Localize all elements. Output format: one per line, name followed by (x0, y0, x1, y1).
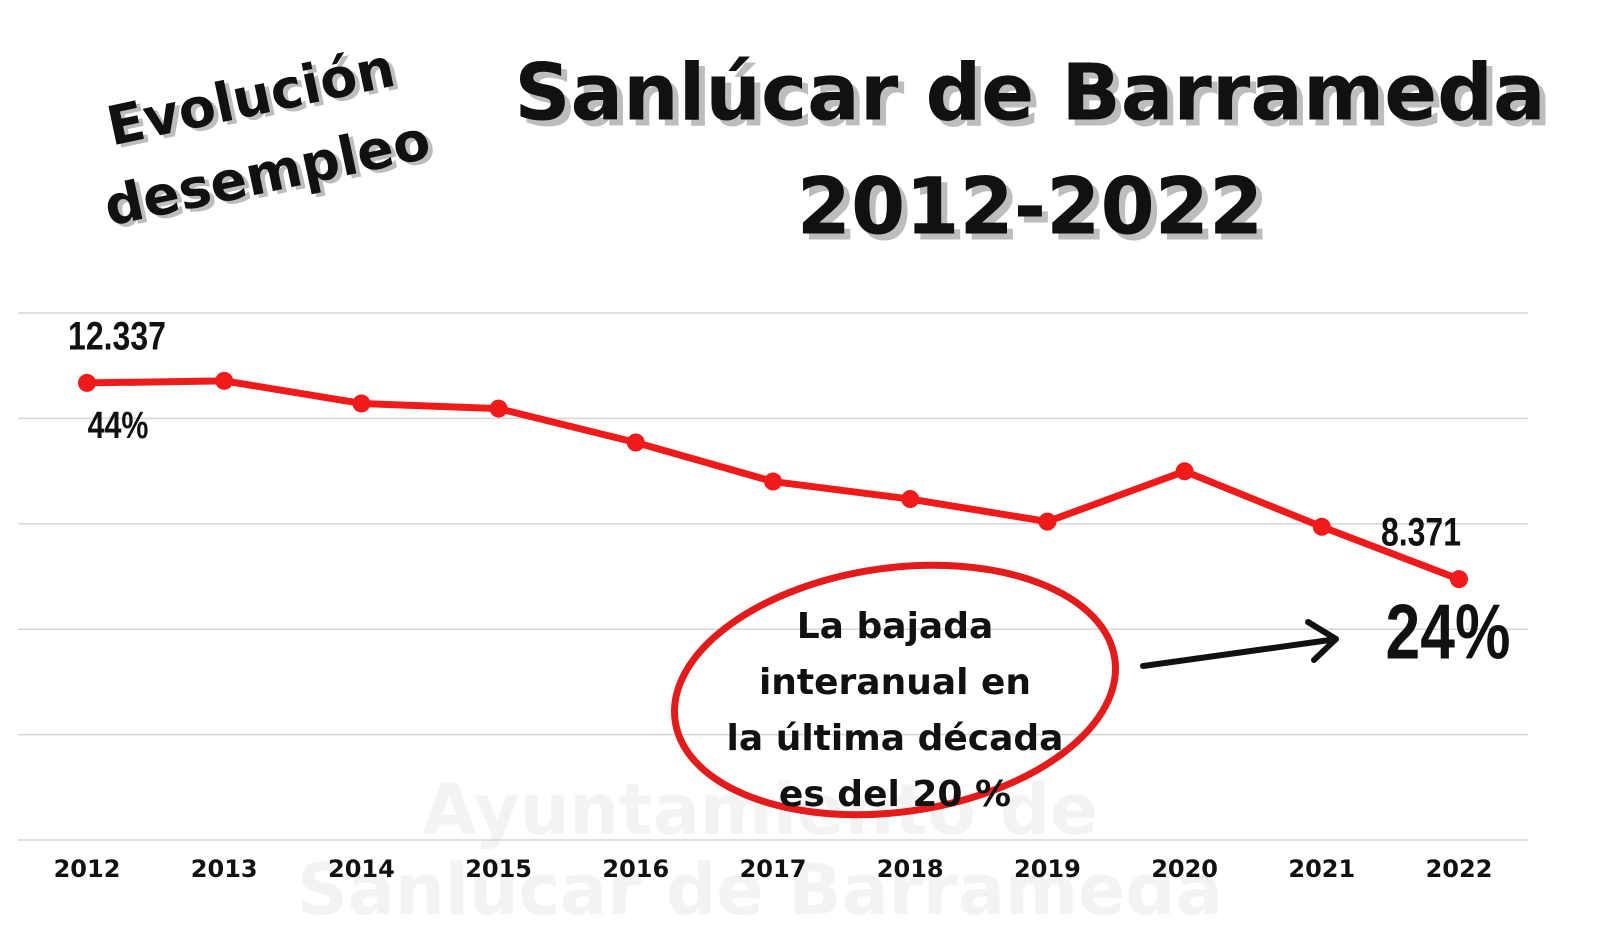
x-tick-label: 2014 (328, 855, 395, 883)
x-tick-label: 2015 (465, 855, 532, 883)
data-point (1038, 512, 1057, 531)
x-tick-label: 2022 (1426, 855, 1493, 883)
note-line: es del 20 % (779, 774, 1011, 815)
data-point (215, 371, 234, 390)
x-tick-label: 2021 (1288, 855, 1355, 883)
x-tick-label: 2016 (602, 855, 669, 883)
title: Sanlúcar de Barrameda Sanlúcar de Barram… (514, 48, 1551, 258)
arrow-head (1305, 619, 1339, 663)
x-tick-label: 2018 (877, 855, 944, 883)
data-point (1450, 570, 1468, 589)
start-change: 44% (88, 405, 149, 447)
end-change: 24% (1386, 588, 1511, 675)
data-point (489, 399, 508, 418)
x-tick-label: 2012 (54, 855, 121, 883)
chart-title: Sanlúcar de Barrameda (514, 48, 1545, 138)
subtitle: Evolución Evolución desempleo desempleo (99, 36, 441, 242)
note-line: la última década (727, 718, 1064, 759)
data-point (764, 472, 782, 491)
data-point (626, 433, 645, 452)
title-shadow: Sanlúcar de Barrameda (520, 54, 1551, 144)
note-line: La bajada (797, 606, 994, 647)
value-label: 8.371 (1381, 509, 1461, 554)
watermark: Ayuntamiento de Sanlúcar de Barrameda (297, 769, 1223, 931)
data-point (1175, 462, 1194, 481)
note-line: interanual en (759, 662, 1031, 703)
x-tick-label: 2019 (1014, 855, 1081, 883)
watermark-text: Ayuntamiento de (422, 769, 1097, 851)
arrow (1140, 619, 1339, 669)
x-tick-label: 2017 (740, 855, 807, 883)
x-tick-label: 2020 (1151, 855, 1218, 883)
data-point (901, 490, 920, 509)
chart-title: 2012-2022 (797, 162, 1264, 252)
highlight-circle (671, 561, 1119, 819)
watermark-text: Sanlúcar de Barrameda (297, 849, 1223, 931)
x-tick-label: 2013 (191, 855, 258, 883)
value-label: 12.337 (68, 313, 166, 358)
data-point (78, 373, 96, 392)
note: La bajada interanual en la última década… (727, 606, 1064, 815)
arrow-shaft (1140, 637, 1333, 669)
title-shadow: 2012-2022 (803, 168, 1270, 258)
plot: 2012 2013 2014 2015 2016 2017 2018 2019 2020 2021… (18, 312, 1528, 883)
data-point (352, 394, 371, 413)
data-point (1312, 517, 1331, 536)
